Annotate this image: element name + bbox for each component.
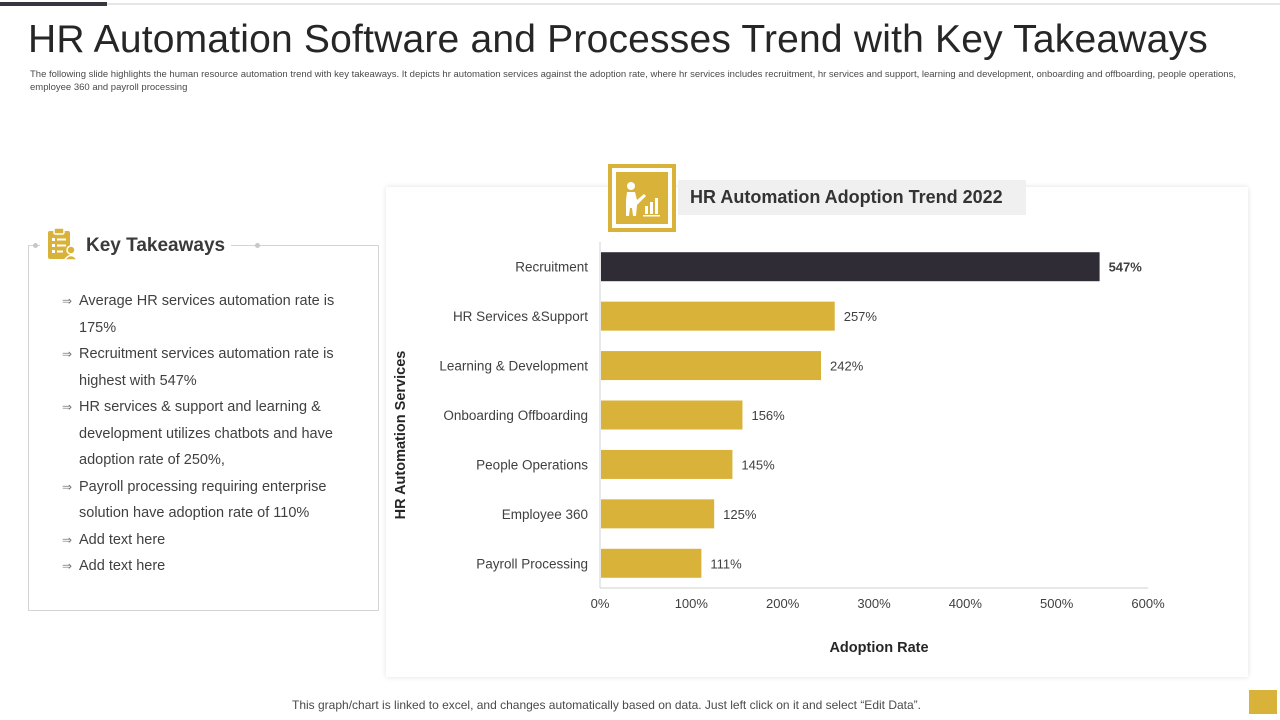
arrow-right-icon: ⇒ [62, 532, 73, 547]
list-item: ⇒ Add text here [62, 553, 362, 580]
x-tick-label: 200% [766, 596, 800, 611]
top-rule [0, 3, 1280, 5]
x-axis-title: Adoption Rate [829, 640, 928, 656]
takeaways-right-dot [255, 243, 260, 248]
arrow-right-icon: ⇒ [62, 347, 73, 361]
bar [601, 301, 835, 331]
chart-title: HR Automation Adoption Trend 2022 [690, 187, 1003, 207]
category-label: People Operations [476, 457, 588, 472]
presenter-chart-icon [616, 172, 668, 224]
corner-accent-square [1249, 690, 1277, 714]
category-label: Employee 360 [502, 507, 588, 522]
data-label: 242% [830, 359, 864, 374]
list-item: ⇒ HR services & support and learning & de… [62, 394, 362, 474]
top-accent-bar [0, 2, 107, 6]
list-item: ⇒ Payroll processing requiring enterprise… [62, 474, 362, 527]
arrow-right-icon: ⇒ [62, 479, 73, 494]
arrow-right-icon: ⇒ [62, 559, 73, 573]
chart-title-box: HR Automation Adoption Trend 2022 [678, 180, 1026, 215]
data-label: 145% [741, 457, 775, 472]
data-label: 125% [723, 507, 757, 522]
list-item: ⇒ Average HR services automation rate is … [62, 288, 362, 341]
arrow-right-icon: ⇒ [62, 294, 73, 308]
footnote: This graph/chart is linked to excel, and… [292, 698, 921, 712]
data-label: 547% [1109, 260, 1143, 275]
key-takeaways-header: Key Takeaways [40, 226, 232, 266]
category-label: Payroll Processing [476, 556, 588, 571]
x-tick-label: 300% [857, 596, 891, 611]
page-title: HR Automation Software and Processes Tre… [28, 18, 1208, 61]
clipboard-icon [46, 226, 79, 266]
y-axis-title: HR Automation Services [393, 351, 409, 520]
bar [601, 548, 702, 578]
data-label: 257% [844, 309, 878, 324]
takeaways-left-dot [33, 243, 38, 248]
data-label: 156% [751, 408, 785, 423]
x-tick-label: 0% [591, 596, 610, 611]
page-subtitle: The following slide highlights the human… [30, 69, 1236, 93]
key-takeaways-title: Key Takeaways [86, 235, 226, 256]
bar [601, 252, 1100, 282]
data-label: 111% [710, 556, 742, 571]
list-item: ⇒ Add text here [62, 527, 362, 554]
x-tick-label: 500% [1040, 596, 1074, 611]
bar [601, 351, 822, 381]
category-label: Onboarding Offboarding [443, 408, 588, 423]
list-item: ⇒ Recruitment services automation rate is… [62, 341, 362, 394]
category-label: Learning & Development [439, 359, 588, 374]
bar [601, 400, 743, 430]
arrow-right-icon: ⇒ [62, 400, 73, 414]
takeaways-list: ⇒ Average HR services automation rate is … [62, 288, 362, 580]
bar [601, 449, 733, 479]
bar [601, 499, 715, 529]
x-tick-label: 600% [1131, 596, 1165, 611]
category-label: HR Services &Support [453, 309, 588, 324]
chart-icon-frame [608, 164, 676, 232]
x-tick-label: 400% [949, 596, 983, 611]
x-tick-label: 100% [675, 596, 709, 611]
category-label: Recruitment [515, 260, 588, 275]
